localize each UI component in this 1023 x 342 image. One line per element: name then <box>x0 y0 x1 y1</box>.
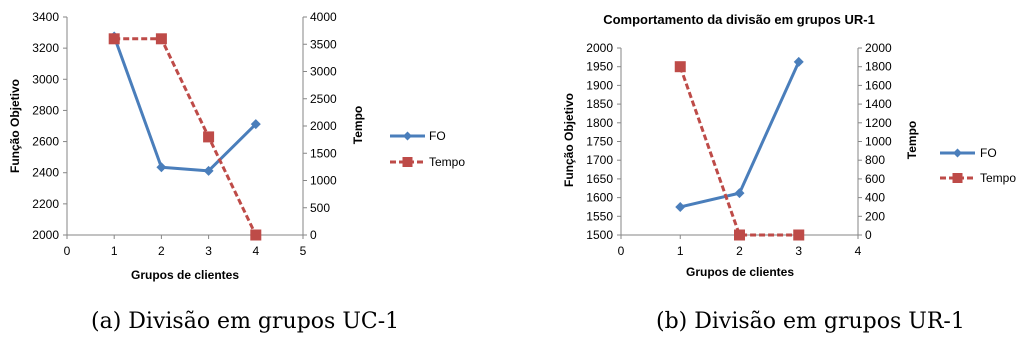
y-tick-label: 1950 <box>586 60 613 74</box>
y2-tick-label: 600 <box>865 172 885 186</box>
data-point-fo <box>793 56 804 67</box>
legend-fo-marker <box>953 148 962 158</box>
data-point-fo <box>203 165 214 176</box>
y2-tick-label: 1000 <box>310 174 337 188</box>
plot-area: 2000220024002600280030003200340005001000… <box>32 10 337 258</box>
y-tick-label: 1850 <box>586 97 613 111</box>
y-axis-title: Função Objetivo <box>8 79 22 173</box>
y2-tick-label: 1000 <box>865 135 892 149</box>
y-tick-label: 1650 <box>586 172 613 186</box>
y-tick-label: 2600 <box>32 135 59 149</box>
y2-tick-label: 2000 <box>865 41 892 55</box>
y2-tick-label: 1400 <box>865 97 892 111</box>
x-tick-label: 2 <box>736 244 743 258</box>
chart-ur1: Comportamento da divisão em grupos UR-1 … <box>562 12 1016 279</box>
y-axis-title: Função Objetivo <box>562 93 576 187</box>
data-point-tempo <box>793 229 805 241</box>
data-point-tempo <box>155 33 167 45</box>
data-point-fo <box>675 201 686 212</box>
y-tick-label: 3200 <box>32 41 59 55</box>
series-line-fo <box>112 35 257 173</box>
x-tick-label: 1 <box>677 244 684 258</box>
y-tick-label: 3000 <box>32 72 59 86</box>
legend-tempo-label: Tempo <box>980 171 1016 185</box>
y-tick-label: 2800 <box>32 103 59 117</box>
x-tick-label: 0 <box>64 244 71 258</box>
legend: FO Tempo <box>390 129 465 169</box>
y2-axis-title: Tempo <box>905 121 919 159</box>
x-tick-label: 5 <box>300 244 307 258</box>
y2-tick-label: 3500 <box>310 37 337 51</box>
y2-tick-label: 800 <box>865 153 885 167</box>
data-point-tempo <box>203 131 215 143</box>
x-tick-label: 3 <box>795 244 802 258</box>
y-tick-label: 1600 <box>586 191 613 205</box>
y2-tick-label: 4000 <box>310 10 337 24</box>
data-point-tempo <box>250 229 262 241</box>
legend: FO Tempo <box>940 146 1016 185</box>
y2-axis-title: Tempo <box>351 106 365 144</box>
y-tick-label: 2000 <box>586 41 613 55</box>
y2-tick-label: 500 <box>310 201 330 215</box>
y2-tick-label: 400 <box>865 191 885 205</box>
y-tick-label: 1550 <box>586 209 613 223</box>
y2-tick-label: 0 <box>865 228 872 242</box>
y-tick-label: 1700 <box>586 153 613 167</box>
y-tick-label: 1500 <box>586 228 613 242</box>
y-tick-label: 2400 <box>32 166 59 180</box>
x-tick-label: 3 <box>205 244 212 258</box>
data-point-tempo <box>108 33 120 45</box>
y-tick-label: 2000 <box>32 228 59 242</box>
data-point-fo <box>156 162 167 173</box>
y2-tick-label: 1800 <box>865 60 892 74</box>
y2-tick-label: 1500 <box>310 146 337 160</box>
y-tick-label: 1800 <box>586 116 613 130</box>
legend-fo-label: FO <box>980 146 997 160</box>
series-line-tempo <box>114 37 258 236</box>
x-tick-label: 4 <box>855 244 862 258</box>
y-tick-label: 2200 <box>32 197 59 211</box>
legend-tempo-label: Tempo <box>429 155 465 169</box>
y2-tick-label: 2000 <box>310 119 337 133</box>
x-tick-label: 4 <box>252 244 259 258</box>
x-axis-title: Grupos de clientes <box>686 265 794 279</box>
y-tick-label: 3400 <box>32 10 59 24</box>
plot-area: 1500155016001650170017501800185019001950… <box>586 41 892 258</box>
y-tick-label: 1900 <box>586 78 613 92</box>
legend-tempo-marker <box>952 173 963 183</box>
y2-tick-label: 200 <box>865 209 885 223</box>
data-point-tempo <box>734 229 745 241</box>
x-tick-label: 2 <box>158 244 165 258</box>
series-line-fo <box>679 61 801 209</box>
y2-tick-label: 1200 <box>865 116 892 130</box>
caption-a: (a) Divisão em grupos UC-1 <box>91 309 400 334</box>
legend-tempo-marker <box>402 157 413 167</box>
y2-tick-label: 1600 <box>865 78 892 92</box>
x-axis-title: Grupos de clientes <box>131 268 239 282</box>
data-point-tempo <box>674 61 686 73</box>
y-tick-label: 1750 <box>586 135 613 149</box>
caption-b: (b) Divisão em grupos UR-1 <box>656 309 965 334</box>
data-point-fo <box>734 188 745 199</box>
chart-title: Comportamento da divisão em grupos UR-1 <box>603 12 875 27</box>
x-tick-label: 1 <box>111 244 118 258</box>
data-point-fo <box>250 119 261 130</box>
y2-tick-label: 0 <box>310 228 317 242</box>
chart-uc1: 2000220024002600280030003200340005001000… <box>8 10 465 282</box>
x-tick-label: 0 <box>618 244 625 258</box>
y2-tick-label: 3000 <box>310 65 337 79</box>
y2-tick-label: 2500 <box>310 92 337 106</box>
series-line-tempo <box>678 66 799 237</box>
legend-fo-marker <box>403 131 412 141</box>
legend-fo-label: FO <box>429 129 446 143</box>
